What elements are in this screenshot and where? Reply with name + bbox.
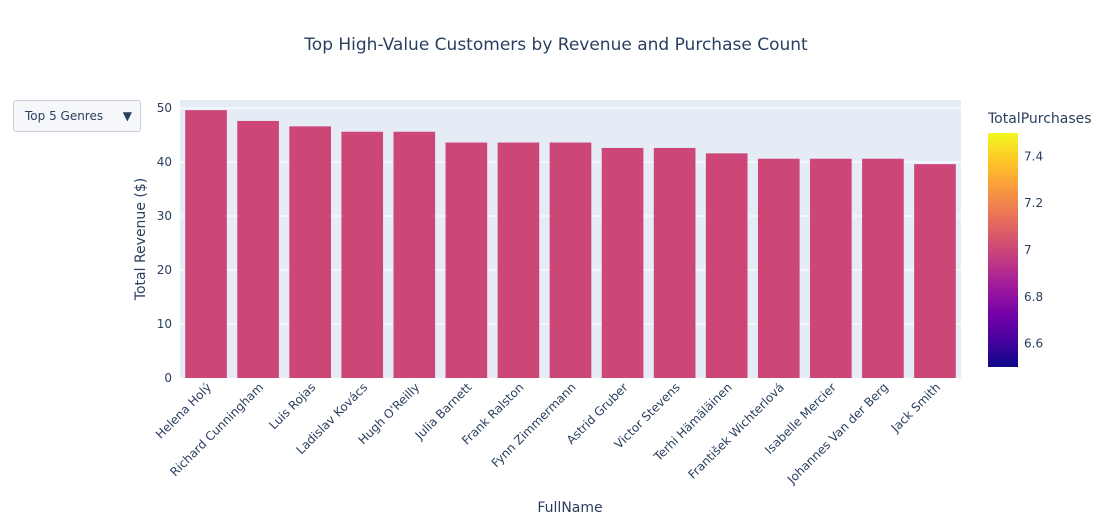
x-tick-label: František Wichterlová: [685, 380, 787, 482]
bar[interactable]: [549, 142, 592, 378]
y-tick-label: 10: [157, 317, 172, 331]
y-tick-label: 0: [164, 371, 172, 385]
colorbar-title: TotalPurchases: [987, 111, 1092, 127]
colorbar-tick-label: 7: [1024, 243, 1032, 257]
chart-title: Top High-Value Customers by Revenue and …: [303, 35, 808, 55]
colorbar-tick-label: 7.2: [1024, 196, 1043, 210]
bar[interactable]: [757, 158, 800, 378]
dropdown-label: Top 5 Genres: [25, 109, 104, 123]
x-tick-label: Jack Smith: [888, 380, 943, 435]
colorbar: [988, 133, 1018, 367]
y-axis-title: Total Revenue ($): [133, 178, 149, 301]
colorbar-tick-label: 6.8: [1024, 290, 1043, 304]
bar[interactable]: [445, 142, 488, 378]
bar[interactable]: [497, 142, 540, 378]
y-tick-label: 50: [157, 101, 172, 115]
x-tick-label: Luis Rojas: [266, 380, 318, 432]
bar[interactable]: [862, 158, 904, 378]
bar[interactable]: [914, 164, 956, 378]
bar[interactable]: [653, 147, 696, 378]
bar[interactable]: [185, 110, 227, 378]
bar[interactable]: [810, 158, 852, 378]
colorbar-tick-label: 7.4: [1024, 149, 1043, 163]
bar[interactable]: [237, 120, 279, 379]
bar[interactable]: [601, 147, 644, 378]
bar[interactable]: [705, 153, 748, 378]
x-tick-label: Johannes Van der Berg: [784, 380, 891, 487]
bars: [185, 110, 956, 379]
chevron-down-icon: ▼: [122, 109, 132, 123]
bar[interactable]: [393, 131, 436, 378]
y-tick-labels: 0 10 20 30 40 50: [157, 101, 172, 385]
bar[interactable]: [341, 131, 384, 378]
bar[interactable]: [289, 126, 331, 378]
colorbar-tick-label: 6.6: [1024, 337, 1043, 351]
genre-dropdown[interactable]: Top 5 Genres ▼: [13, 100, 141, 132]
x-axis-title: FullName: [537, 500, 602, 516]
colorbar-tick-labels: 6.6 6.8 7 7.2 7.4: [1024, 149, 1043, 350]
y-tick-label: 20: [157, 263, 172, 277]
y-tick-label: 40: [157, 155, 172, 169]
x-tick-label: Richard Cunningham: [167, 380, 266, 479]
y-tick-label: 30: [157, 209, 172, 223]
